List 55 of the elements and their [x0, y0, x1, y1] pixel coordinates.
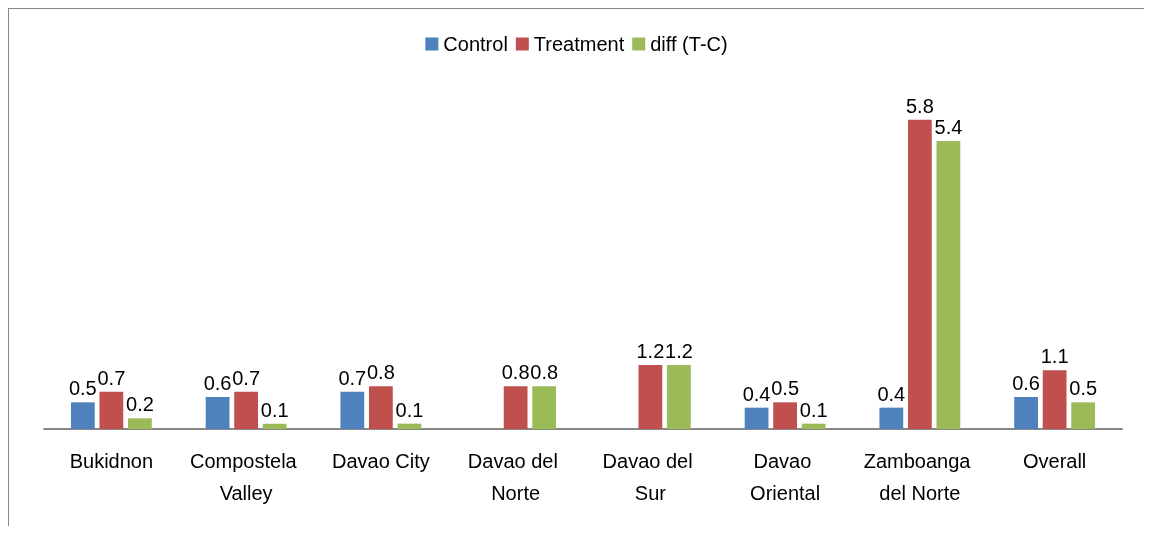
bar — [234, 391, 259, 429]
bar — [801, 423, 826, 429]
data-label: 0.5 — [68, 377, 97, 400]
data-label: 0.4 — [877, 382, 906, 405]
data-label: 0.1 — [395, 398, 424, 421]
bar — [936, 141, 961, 429]
bar — [128, 418, 152, 429]
bar — [907, 119, 932, 429]
bar — [744, 407, 769, 429]
data-label: 0.8 — [530, 361, 559, 384]
bar — [667, 365, 691, 429]
data-label: 0.4 — [742, 382, 771, 405]
bar — [638, 365, 663, 429]
data-label: 0.5 — [771, 377, 800, 400]
data-label: 0.7 — [232, 366, 261, 389]
bar — [368, 386, 393, 429]
data-label: 0.6 — [1012, 372, 1040, 394]
x-tick-label: Compostela Valley — [189, 450, 303, 504]
data-label: 0.1 — [260, 398, 289, 421]
x-tick-label: Davao Oriental — [750, 450, 821, 504]
bar — [70, 402, 95, 429]
data-label: 0.8 — [501, 361, 530, 384]
bar — [879, 407, 904, 429]
data-label: 0.8 — [366, 361, 395, 384]
x-tick-label: Overall — [1022, 450, 1087, 472]
x-tick-label: Zamboanga del Norte — [863, 450, 977, 504]
bar — [1042, 370, 1067, 429]
bar — [99, 391, 124, 429]
data-label: 0.7 — [97, 366, 126, 389]
data-label: 0.2 — [126, 393, 154, 416]
data-label: 0.6 — [203, 372, 232, 394]
x-tick-label: Davao del Norte — [467, 450, 564, 504]
x-tick-label: Davao City — [331, 450, 430, 472]
bar — [503, 386, 528, 429]
bar — [1014, 397, 1038, 429]
data-label: 0.5 — [1069, 377, 1098, 400]
bar — [262, 423, 287, 429]
x-tick-label: Bukidnon — [69, 450, 154, 472]
data-label: 1.1 — [1040, 345, 1069, 368]
legend-label: Treatment — [533, 33, 625, 55]
bar — [205, 397, 230, 429]
data-label: 5.4 — [934, 116, 963, 138]
legend-label: Control — [443, 33, 508, 55]
legend-label: diff (T-C) — [650, 33, 728, 55]
x-tick-label: Davao del Sur — [602, 450, 699, 504]
data-label: 0.7 — [338, 366, 367, 389]
bar — [773, 402, 798, 429]
bar — [1071, 402, 1096, 429]
data-label: 1.2 — [636, 340, 665, 362]
bar — [397, 423, 422, 429]
bar — [340, 391, 365, 429]
data-label: 0.1 — [799, 398, 828, 421]
data-label: 5.8 — [905, 94, 934, 117]
data-label: 1.2 — [665, 340, 693, 362]
bar — [532, 386, 557, 429]
